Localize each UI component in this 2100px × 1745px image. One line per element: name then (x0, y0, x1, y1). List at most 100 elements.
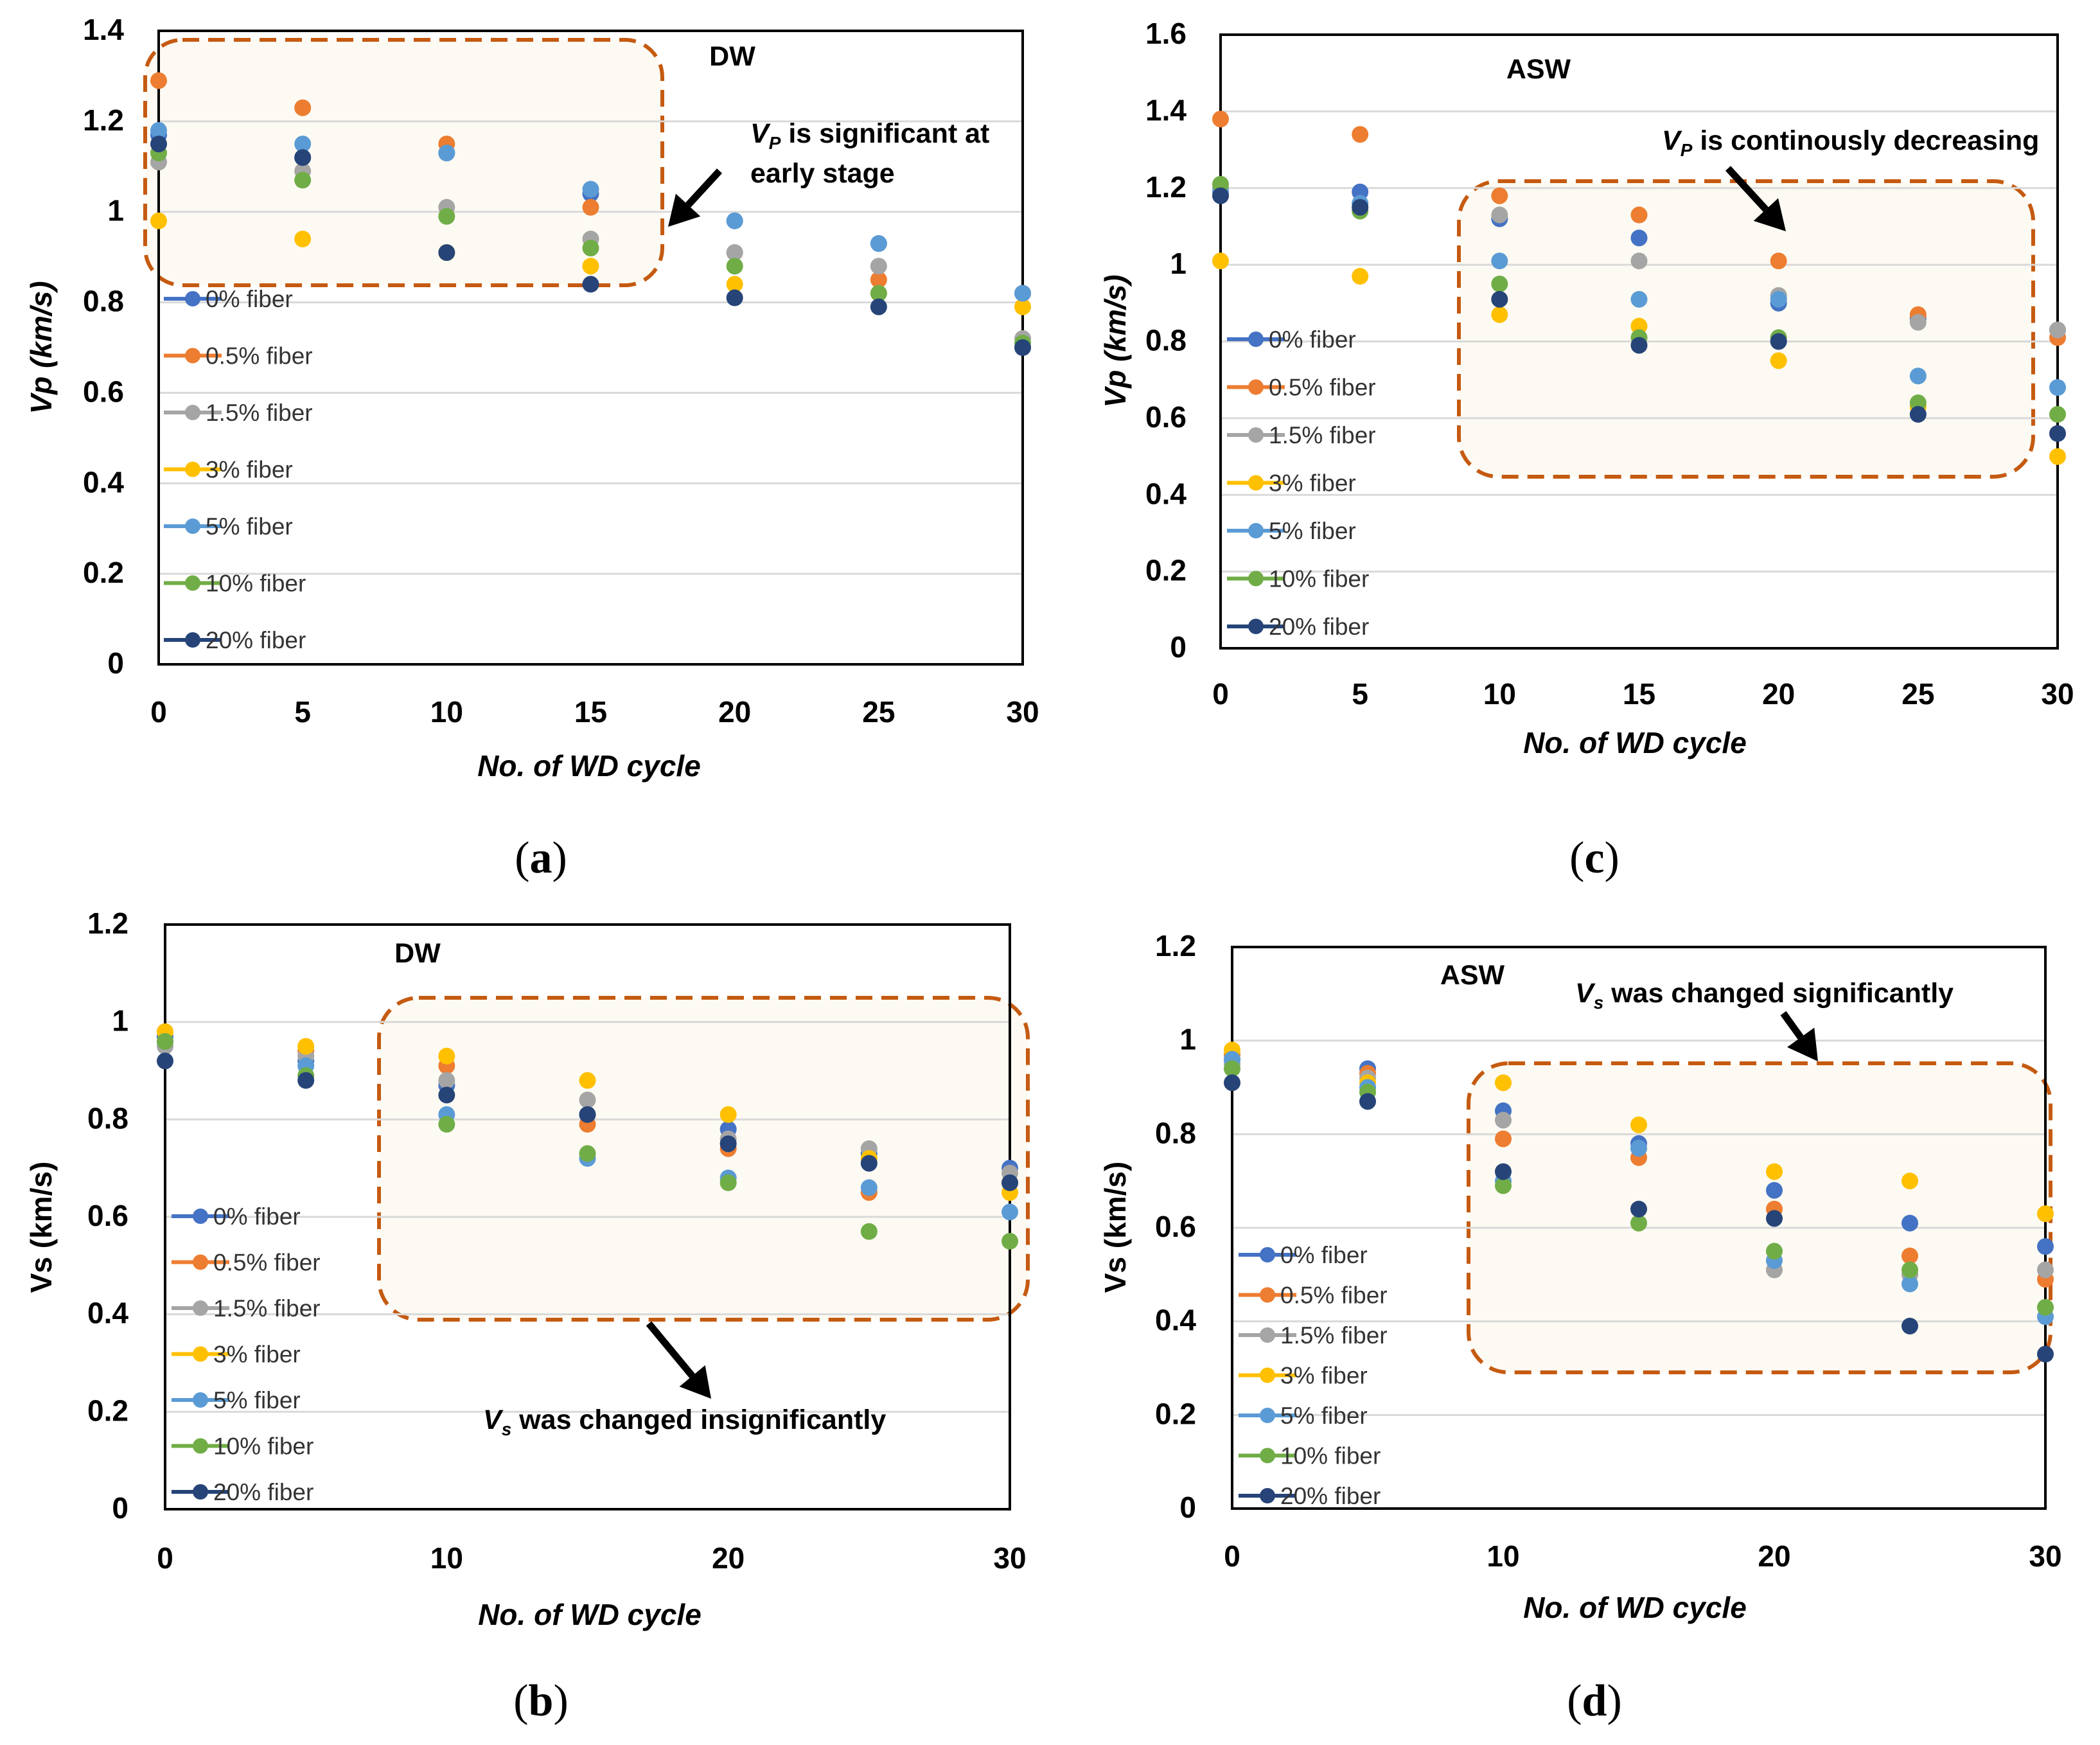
legend-marker (1248, 475, 1264, 491)
data-point (2037, 1261, 2054, 1279)
y-tick-label: 0.4 (83, 465, 124, 499)
data-point (1352, 183, 1369, 200)
data-point (438, 208, 455, 225)
chart-panel-c: 0 0.2 0.4 0.6 0.8 1 1.2 1.4 1.6 0 5 10 15 20 25 30 0% fi… (1099, 17, 2074, 883)
panel-label: (a) (515, 833, 567, 883)
series-20-fiber (150, 136, 1031, 356)
x-tick-label: 15 (1623, 677, 1655, 711)
legend-label: 20% fiber (206, 627, 306, 653)
data-point (726, 212, 743, 229)
data-point (2049, 405, 2066, 423)
x-tick-label: 25 (1901, 677, 1934, 711)
y-tick-label: 0.6 (83, 375, 124, 408)
data-point (1770, 290, 1787, 308)
data-point (1630, 1200, 1647, 1218)
data-point (1630, 229, 1648, 247)
x-tick-label: 10 (430, 1541, 463, 1575)
data-point (579, 1106, 596, 1123)
legend-marker (1260, 1287, 1275, 1303)
data-point (1491, 290, 1508, 308)
data-point (1224, 1060, 1240, 1077)
y-tick-label: 1 (107, 194, 124, 227)
data-point (1491, 187, 1508, 204)
x-tick-label: 20 (718, 695, 751, 729)
data-point (870, 235, 887, 252)
data-point (1766, 1243, 1783, 1260)
y-tick-label: 1.4 (83, 13, 124, 46)
legend-marker (193, 1392, 208, 1408)
data-point (2049, 448, 2066, 465)
y-tick-label: 0.8 (83, 285, 124, 318)
legend: 0% fiber 0.5% fiber 1.5% fiber 3% fiber 5% f… (1239, 1242, 1388, 1509)
data-point (579, 1092, 596, 1108)
y-tick-label: 0.8 (87, 1101, 128, 1135)
y-tick-label: 1.2 (87, 907, 128, 940)
x-axis-title: No. of WD cycle (1523, 726, 1747, 759)
legend-label: 0.5% fiber (1269, 375, 1376, 401)
data-point (2037, 1345, 2054, 1363)
data-point (1901, 1317, 1918, 1334)
data-point (150, 72, 167, 89)
data-point (294, 149, 312, 166)
y-tick-label: 0.6 (87, 1199, 128, 1232)
y-axis-title: Vp (km/s) (24, 281, 58, 414)
y-tick-label: 0.6 (1155, 1210, 1196, 1243)
y-tick-label: 1.2 (83, 103, 124, 137)
legend-marker (193, 1484, 208, 1500)
legend-marker (1260, 1488, 1275, 1503)
data-point (1766, 1210, 1783, 1227)
legend-label: 20% fiber (1269, 614, 1369, 640)
data-point (582, 276, 599, 293)
data-point (297, 1072, 315, 1089)
x-tick-label: 15 (574, 695, 607, 729)
legend-label: 1.5% fiber (213, 1295, 321, 1322)
data-point (1212, 175, 1229, 193)
chart-panel-a: 0 0.2 0.4 0.6 0.8 1 1.2 1.4 0 5 10 15 20 25 30 0% fiber… (24, 13, 1039, 883)
data-point (1491, 252, 1508, 270)
data-point (870, 258, 887, 275)
x-tick-label: 0 (1212, 677, 1229, 711)
legend: 0% fiber 0.5% fiber 1.5% fiber 3% fiber 5% f… (164, 286, 313, 653)
data-point (1630, 252, 1648, 270)
data-point (1001, 1203, 1018, 1221)
data-point (1212, 187, 1229, 204)
data-point (1909, 405, 1927, 423)
y-tick-label: 0.2 (1155, 1397, 1196, 1430)
data-point (1630, 1116, 1647, 1133)
annotation-text: early stage (750, 158, 895, 189)
data-point (438, 1086, 455, 1104)
arrow-shaft (685, 168, 723, 208)
legend-marker (185, 405, 200, 420)
y-tick-label: 0.2 (83, 556, 124, 589)
y-axis-title: Vs (km/s) (24, 1162, 58, 1293)
panel-label: (c) (1569, 833, 1619, 883)
legend-label: 0.5% fiber (1280, 1282, 1388, 1309)
legend-marker (185, 461, 200, 477)
data-point (157, 1052, 173, 1070)
data-point (1630, 1214, 1647, 1232)
data-point (1352, 126, 1369, 143)
x-tick-label: 10 (430, 695, 463, 729)
arrow-shaft (646, 1321, 695, 1379)
y-tick-label: 0.6 (1145, 400, 1187, 434)
arrow-shaft (1725, 166, 1769, 212)
data-point (1495, 1112, 1512, 1129)
legend-marker (193, 1438, 208, 1454)
data-point (582, 181, 599, 198)
legend-label: 3% fiber (1269, 470, 1356, 497)
y-tick-label: 0.8 (1155, 1116, 1196, 1149)
data-point (719, 1106, 737, 1123)
data-point (1014, 285, 1031, 302)
legend-label: 1.5% fiber (1280, 1322, 1388, 1349)
data-point (438, 1047, 455, 1065)
plot-frame (1231, 946, 2047, 1510)
legend-label: 10% fiber (1280, 1443, 1381, 1469)
data-point (1770, 252, 1787, 270)
data-point (1630, 1140, 1647, 1157)
y-tick-label: 0.2 (1145, 554, 1187, 587)
data-point (870, 285, 887, 302)
data-point (1491, 275, 1508, 292)
data-point (150, 212, 167, 229)
legend-marker (1248, 619, 1264, 634)
